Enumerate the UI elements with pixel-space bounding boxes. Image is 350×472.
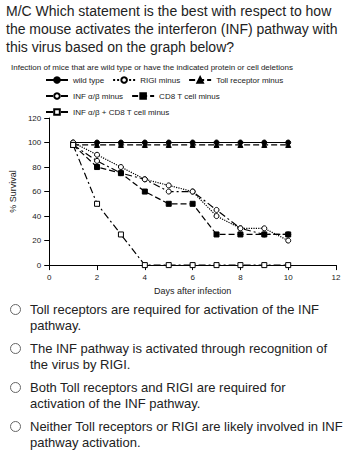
html-text:The INF pathway is activated t: The INF pathway is activated through rec… bbox=[30, 341, 327, 372]
svg-text:Infection of mice that are wil: Infection of mice that are wild type or … bbox=[11, 63, 293, 72]
svg-text:100: 100 bbox=[28, 138, 42, 147]
svg-text:0: 0 bbox=[37, 261, 42, 270]
svg-text:% Survival: % Survival bbox=[8, 170, 18, 213]
svg-text:120: 120 bbox=[28, 114, 42, 123]
html-text:Both Toll receptors and RIGI a: Both Toll receptors and RIGI are require… bbox=[30, 380, 286, 411]
svg-text:6: 6 bbox=[190, 273, 195, 282]
svg-text:RIGI minus: RIGI minus bbox=[140, 76, 180, 85]
svg-text:10: 10 bbox=[284, 273, 293, 282]
svg-text:Days after infection: Days after infection bbox=[154, 286, 231, 296]
svg-text:8: 8 bbox=[238, 273, 243, 282]
svg-text:2: 2 bbox=[95, 273, 100, 282]
html-text:Toll receptors are required fo: Toll receptors are required for activati… bbox=[30, 302, 319, 333]
svg-text:INF α/β + CD8 T cell minus: INF α/β + CD8 T cell minus bbox=[73, 108, 169, 117]
svg-text:CD8 T cell minus: CD8 T cell minus bbox=[159, 92, 220, 101]
svg-text:INF α/β minus: INF α/β minus bbox=[73, 92, 123, 101]
html-text:M/C Which statement is the bes: M/C Which statement is the best with res… bbox=[6, 3, 338, 55]
svg-text:60: 60 bbox=[32, 187, 41, 196]
svg-text:20: 20 bbox=[32, 236, 41, 245]
svg-text:80: 80 bbox=[32, 163, 41, 172]
svg-text:4: 4 bbox=[143, 273, 148, 282]
svg-text:0: 0 bbox=[47, 273, 52, 282]
svg-text:Toll receptor minus: Toll receptor minus bbox=[216, 76, 283, 85]
html-text:Neither Toll receptors or RIGI: Neither Toll receptors or RIGI are likel… bbox=[30, 419, 343, 450]
svg-text:wild type: wild type bbox=[72, 76, 105, 85]
svg-text:12: 12 bbox=[332, 273, 341, 282]
svg-text:40: 40 bbox=[32, 212, 41, 221]
